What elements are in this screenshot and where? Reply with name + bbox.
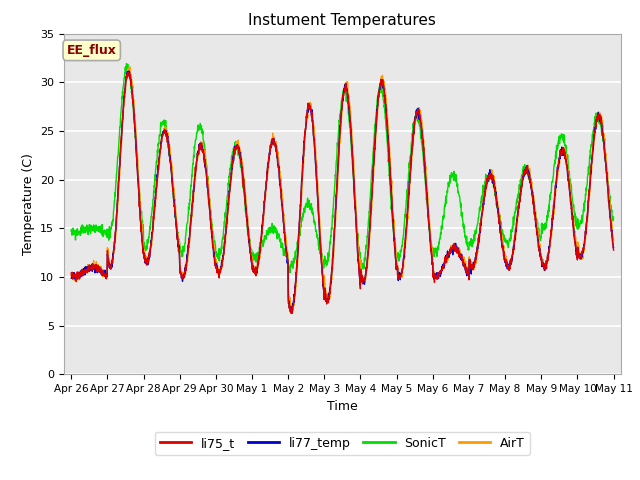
X-axis label: Time: Time xyxy=(327,400,358,413)
li77_temp xyxy=(67,275,75,281)
SonicT xyxy=(610,214,618,220)
Line: li75_t: li75_t xyxy=(71,72,614,313)
li75_t xyxy=(288,311,296,316)
li75_t xyxy=(371,150,378,156)
AirT xyxy=(67,273,75,278)
SonicT xyxy=(500,232,508,238)
Line: li77_temp: li77_temp xyxy=(71,71,614,313)
AirT xyxy=(371,159,378,165)
AirT xyxy=(610,237,618,243)
SonicT xyxy=(286,270,294,276)
SonicT xyxy=(371,133,378,139)
li77_temp xyxy=(563,159,570,165)
li77_temp xyxy=(500,257,508,263)
AirT xyxy=(563,152,570,157)
Text: EE_flux: EE_flux xyxy=(67,44,116,57)
SonicT xyxy=(219,235,227,240)
li75_t xyxy=(610,247,618,253)
AirT xyxy=(358,273,366,279)
li77_temp xyxy=(125,68,132,74)
Legend: li75_t, li77_temp, SonicT, AirT: li75_t, li77_temp, SonicT, AirT xyxy=(155,432,530,455)
AirT xyxy=(500,250,508,255)
li77_temp xyxy=(358,277,366,283)
li75_t xyxy=(67,270,75,276)
SonicT xyxy=(577,221,585,227)
SonicT xyxy=(563,143,570,148)
SonicT xyxy=(123,61,131,67)
li77_temp xyxy=(219,253,227,259)
SonicT xyxy=(67,228,75,234)
AirT xyxy=(219,257,227,263)
li77_temp xyxy=(371,154,378,160)
li75_t xyxy=(124,69,132,75)
Line: AirT: AirT xyxy=(71,67,614,313)
Line: SonicT: SonicT xyxy=(71,64,614,273)
li75_t xyxy=(219,255,227,261)
SonicT xyxy=(358,266,366,272)
li75_t xyxy=(358,280,366,286)
li75_t xyxy=(577,253,585,259)
li77_temp xyxy=(610,245,618,251)
li75_t xyxy=(500,255,508,261)
li75_t xyxy=(563,156,570,162)
li77_temp xyxy=(577,256,585,262)
AirT xyxy=(577,255,585,261)
AirT xyxy=(287,311,295,316)
li77_temp xyxy=(288,310,296,316)
AirT xyxy=(126,64,134,70)
Title: Instument Temperatures: Instument Temperatures xyxy=(248,13,436,28)
Y-axis label: Temperature (C): Temperature (C) xyxy=(22,153,35,255)
